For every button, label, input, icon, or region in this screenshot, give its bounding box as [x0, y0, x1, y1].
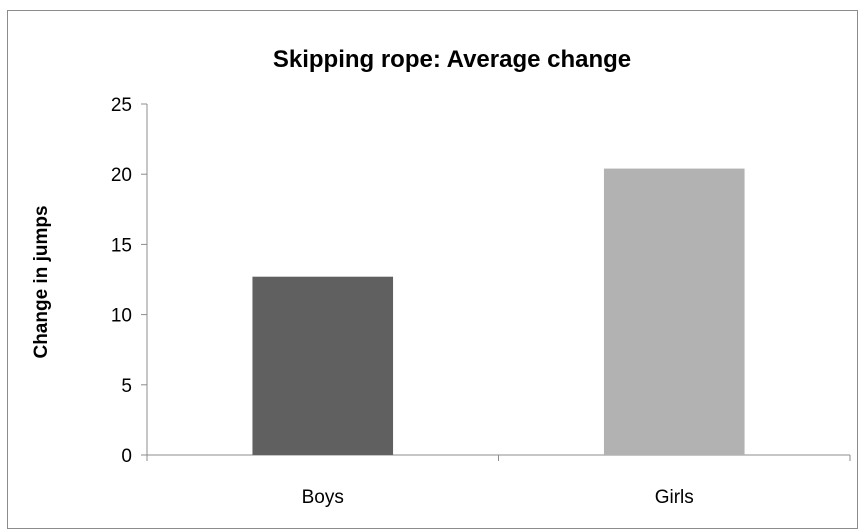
y-tick-label: 25 — [111, 95, 132, 116]
plot-area: 0 5 10 15 20 25 Boys Girls — [111, 95, 851, 508]
chart-title: Skipping rope: Average change — [273, 46, 631, 73]
x-category-label: Girls — [655, 487, 694, 508]
x-category-label: Boys — [302, 487, 344, 508]
y-tick-label: 15 — [111, 235, 132, 256]
y-tick-label: 20 — [111, 165, 132, 186]
bar-girls — [603, 168, 745, 456]
bar-boys — [252, 276, 394, 455]
y-tick-label: 0 — [121, 446, 132, 467]
y-tick-label: 5 — [121, 376, 132, 397]
y-axis-label: Change in jumps — [31, 205, 52, 358]
y-tick-label: 10 — [111, 306, 132, 327]
